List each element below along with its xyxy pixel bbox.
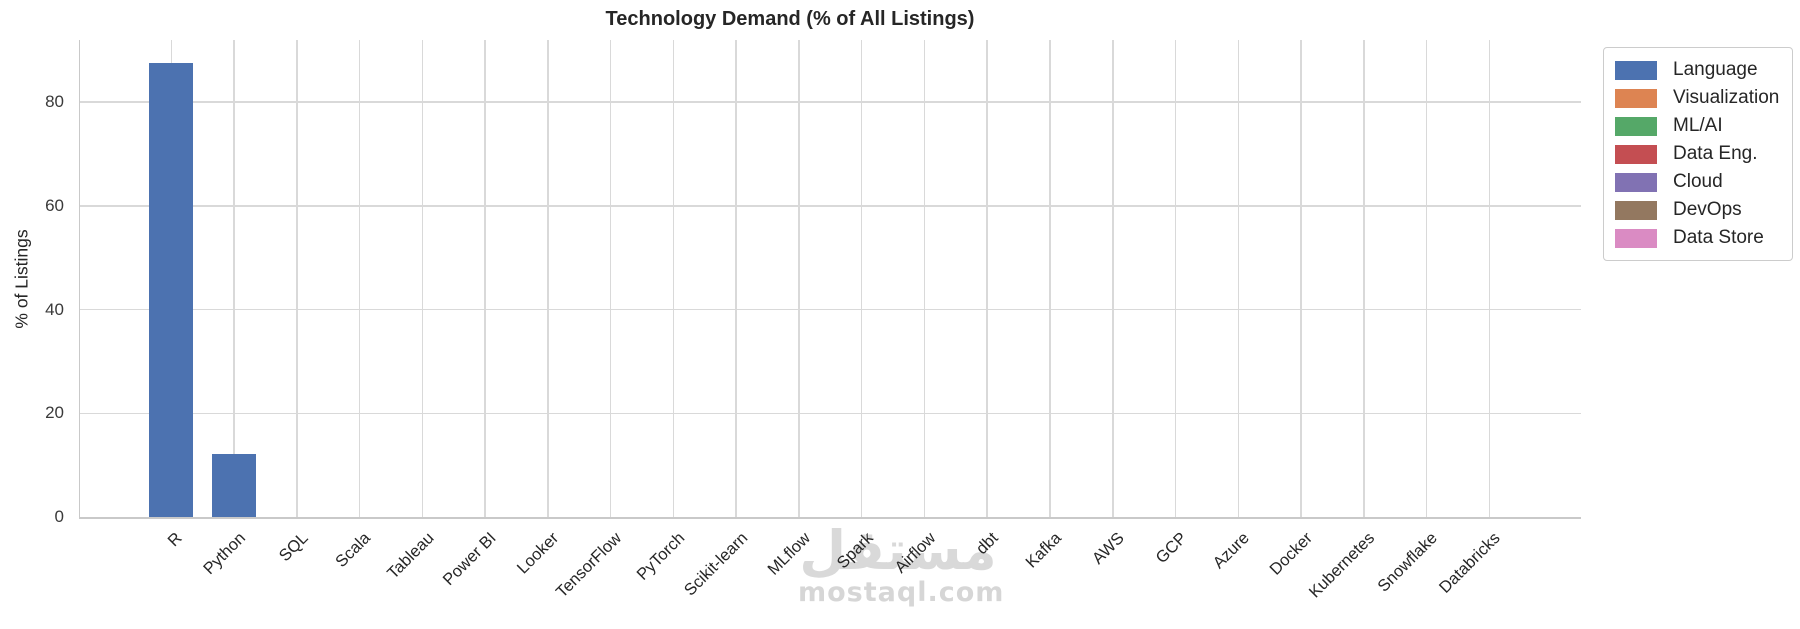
horizontal-gridline xyxy=(80,101,1581,103)
vertical-gridline xyxy=(672,40,675,517)
legend-item-language: Language xyxy=(1615,56,1792,84)
x-tick-label-text: MLflow xyxy=(764,529,814,579)
vertical-gridline xyxy=(1488,40,1491,517)
vertical-gridline xyxy=(1425,40,1428,517)
legend: Language Visualization ML/AI Data Eng. Cloud… xyxy=(1603,47,1793,261)
x-tick-label-text: AWS xyxy=(1088,529,1128,568)
y-tick-label: 20 xyxy=(45,403,64,423)
legend-label: DevOps xyxy=(1673,199,1742,220)
vertical-gridline xyxy=(1049,40,1051,517)
legend-label: Language xyxy=(1673,59,1758,80)
legend-label: Cloud xyxy=(1673,171,1723,192)
x-tick-label-text: Tableau xyxy=(383,529,438,583)
x-tick-label-text: Airflow xyxy=(891,529,940,577)
vertical-gridline xyxy=(1112,40,1114,517)
x-tick-label-text: TensorFlow xyxy=(553,529,626,602)
vertical-gridline xyxy=(358,40,361,517)
x-tick-label-text: Databricks xyxy=(1436,529,1505,597)
x-tick-label-text: R xyxy=(164,529,187,551)
x-tick-label-text: Kubernetes xyxy=(1306,529,1379,602)
x-tick-label-text: SQL xyxy=(275,529,312,566)
vertical-gridline xyxy=(233,40,235,517)
horizontal-gridline xyxy=(80,205,1581,207)
x-tick-label-text: Python xyxy=(199,529,249,579)
vertical-gridline xyxy=(296,40,298,517)
x-tick-label-text: Power BI xyxy=(439,529,500,590)
vertical-gridline xyxy=(1174,40,1177,517)
legend-color-swatch xyxy=(1615,60,1657,80)
legend-color-swatch xyxy=(1615,88,1657,108)
legend-color-swatch xyxy=(1615,200,1657,220)
horizontal-gridline xyxy=(80,308,1581,311)
legend-item-cloud: Cloud xyxy=(1615,168,1792,196)
x-tick-label-text: PyTorch xyxy=(633,529,689,584)
x-tick-label-text: Snowflake xyxy=(1374,529,1442,596)
vertical-gridline xyxy=(609,40,612,517)
legend-item-devops: DevOps xyxy=(1615,196,1792,224)
vertical-gridline xyxy=(1300,40,1302,517)
legend-label: ML/AI xyxy=(1673,115,1723,136)
x-tick-label-text: Looker xyxy=(514,529,563,578)
legend-label: Data Store xyxy=(1673,227,1764,248)
horizontal-gridline xyxy=(80,412,1581,415)
legend-label: Data Eng. xyxy=(1673,143,1758,164)
vertical-gridline xyxy=(484,40,486,517)
y-tick-label: 40 xyxy=(45,299,64,319)
vertical-gridline xyxy=(1363,40,1365,517)
legend-item-data-store: Data Store xyxy=(1615,224,1792,252)
legend-color-swatch xyxy=(1615,116,1657,136)
x-tick-label-text: Spark xyxy=(833,529,877,573)
vertical-gridline xyxy=(986,40,988,517)
x-tick-label-text: Scala xyxy=(332,529,375,571)
bar-r xyxy=(149,63,194,517)
legend-item-visualization: Visualization xyxy=(1615,84,1792,112)
vertical-gridline xyxy=(421,40,424,517)
x-tick-label-text: GCP xyxy=(1152,529,1191,568)
bar-python xyxy=(212,453,257,517)
vertical-gridline xyxy=(547,40,549,517)
chart-title: Technology Demand (% of All Listings) xyxy=(605,8,975,30)
legend-color-swatch xyxy=(1615,228,1657,248)
x-tick-label-text: Kafka xyxy=(1022,529,1065,572)
y-tick-label: 60 xyxy=(45,195,64,215)
x-tick-label-text: Docker xyxy=(1266,529,1316,579)
vertical-gridline xyxy=(798,40,800,517)
x-tick-label-text: dbt xyxy=(973,529,1002,558)
legend-item-ml-ai: ML/AI xyxy=(1615,112,1792,140)
vertical-gridline xyxy=(860,40,863,517)
watermark-site-text: mostaql.com xyxy=(798,577,1005,608)
y-tick-label: 80 xyxy=(45,92,64,112)
x-tick-label-text: Scikit-learn xyxy=(680,529,751,600)
legend-label: Visualization xyxy=(1673,87,1780,108)
vertical-gridline xyxy=(735,40,737,517)
vertical-gridline xyxy=(923,40,926,517)
legend-color-swatch xyxy=(1615,172,1657,192)
legend-item-data-eng-: Data Eng. xyxy=(1615,140,1792,168)
vertical-gridline xyxy=(1237,40,1240,517)
plot-area xyxy=(79,40,1581,519)
x-tick-label-text: Azure xyxy=(1209,529,1253,573)
y-tick-label: 0 xyxy=(54,507,64,526)
legend-color-swatch xyxy=(1615,144,1657,164)
